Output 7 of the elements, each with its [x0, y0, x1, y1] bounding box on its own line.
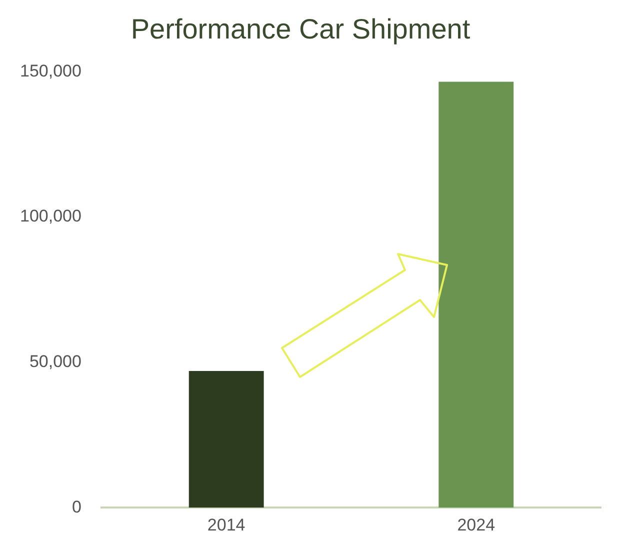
- y-tick-label: 100,000: [20, 206, 82, 226]
- chart-title: Performance Car Shipment: [130, 14, 470, 45]
- y-tick-label: 50,000: [29, 352, 82, 371]
- y-tick-label: 150,000: [20, 61, 82, 80]
- y-tick-label: 0: [72, 497, 82, 516]
- x-tick-label: 2024: [457, 515, 496, 534]
- x-tick-label: 2014: [207, 515, 246, 534]
